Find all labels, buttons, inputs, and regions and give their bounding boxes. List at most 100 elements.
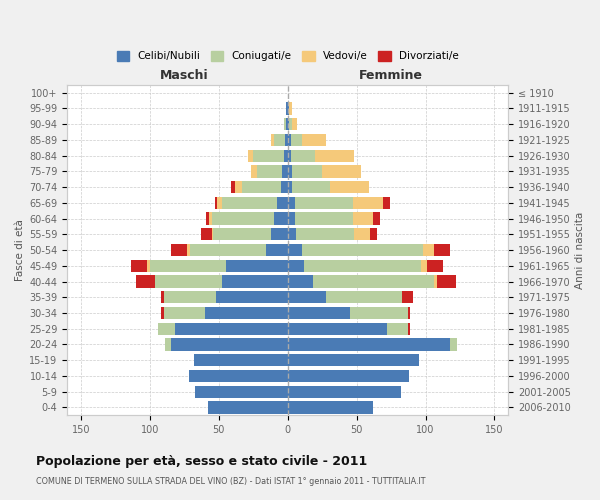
Bar xyxy=(147,260,150,272)
Bar xyxy=(226,260,288,272)
Bar xyxy=(170,338,288,350)
Bar xyxy=(217,196,221,209)
Text: Femmine: Femmine xyxy=(359,68,423,82)
Bar xyxy=(296,228,354,240)
Bar xyxy=(423,244,434,256)
Bar xyxy=(437,276,456,287)
Bar xyxy=(271,228,288,240)
Y-axis label: Anni di nascita: Anni di nascita xyxy=(575,212,585,288)
Bar xyxy=(271,134,274,146)
Bar xyxy=(288,370,409,382)
Bar xyxy=(274,134,285,146)
Bar xyxy=(451,338,457,350)
Bar xyxy=(288,260,304,272)
Bar xyxy=(290,134,302,146)
Bar xyxy=(288,338,451,350)
Bar xyxy=(288,386,401,398)
Bar xyxy=(302,244,423,256)
Bar xyxy=(274,212,288,224)
Bar xyxy=(295,196,353,209)
Bar xyxy=(221,196,277,209)
Bar xyxy=(288,165,292,177)
Bar xyxy=(277,196,288,209)
Bar xyxy=(304,260,421,272)
Bar xyxy=(285,134,288,146)
Bar xyxy=(370,228,377,240)
Bar xyxy=(373,212,380,224)
Bar xyxy=(402,291,413,304)
Bar xyxy=(194,354,288,366)
Bar xyxy=(421,260,427,272)
Bar xyxy=(289,118,292,130)
Bar xyxy=(214,228,271,240)
Bar xyxy=(302,134,326,146)
Bar xyxy=(427,260,443,272)
Bar xyxy=(288,181,292,194)
Bar xyxy=(434,244,451,256)
Legend: Celibi/Nubili, Coniugati/e, Vedovi/e, Divorziati/e: Celibi/Nubili, Coniugati/e, Vedovi/e, Di… xyxy=(113,47,463,66)
Bar xyxy=(209,212,212,224)
Bar xyxy=(407,322,410,335)
Bar xyxy=(353,196,383,209)
Bar xyxy=(288,228,296,240)
Bar xyxy=(196,386,288,398)
Bar xyxy=(201,228,212,240)
Bar xyxy=(170,244,187,256)
Bar xyxy=(212,228,214,240)
Bar xyxy=(205,307,288,319)
Bar xyxy=(161,291,164,304)
Bar xyxy=(266,244,288,256)
Bar xyxy=(288,291,326,304)
Bar xyxy=(286,102,288,115)
Bar xyxy=(434,276,437,287)
Bar xyxy=(158,322,175,335)
Text: Popolazione per età, sesso e stato civile - 2011: Popolazione per età, sesso e stato civil… xyxy=(36,455,367,468)
Bar xyxy=(289,102,292,115)
Bar xyxy=(288,212,295,224)
Bar xyxy=(150,260,226,272)
Bar xyxy=(282,165,288,177)
Bar xyxy=(288,196,295,209)
Bar xyxy=(288,354,419,366)
Bar xyxy=(235,181,242,194)
Bar xyxy=(284,118,286,130)
Bar xyxy=(326,291,402,304)
Bar xyxy=(253,150,284,162)
Bar xyxy=(231,181,235,194)
Bar xyxy=(284,150,288,162)
Bar xyxy=(286,118,288,130)
Bar xyxy=(248,150,253,162)
Bar xyxy=(216,291,288,304)
Bar xyxy=(322,165,361,177)
Bar xyxy=(288,118,289,130)
Bar xyxy=(288,322,387,335)
Bar xyxy=(251,165,257,177)
Bar xyxy=(164,291,216,304)
Bar xyxy=(155,276,221,287)
Bar xyxy=(350,307,407,319)
Bar xyxy=(353,212,373,224)
Bar xyxy=(208,402,288,413)
Bar xyxy=(288,244,302,256)
Bar xyxy=(292,165,322,177)
Bar xyxy=(175,322,288,335)
Bar xyxy=(161,307,164,319)
Bar xyxy=(387,322,407,335)
Bar xyxy=(383,196,390,209)
Bar xyxy=(292,181,331,194)
Bar xyxy=(221,276,288,287)
Bar xyxy=(316,150,354,162)
Bar xyxy=(257,165,282,177)
Text: COMUNE DI TERMENO SULLA STRADA DEL VINO (BZ) - Dati ISTAT 1° gennaio 2011 - TUTT: COMUNE DI TERMENO SULLA STRADA DEL VINO … xyxy=(36,478,425,486)
Bar xyxy=(295,212,353,224)
Bar xyxy=(190,244,266,256)
Bar xyxy=(292,118,298,130)
Bar xyxy=(290,150,316,162)
Y-axis label: Fasce di età: Fasce di età xyxy=(15,219,25,281)
Bar xyxy=(187,244,190,256)
Bar xyxy=(215,196,217,209)
Bar xyxy=(136,276,155,287)
Bar xyxy=(288,276,313,287)
Bar xyxy=(206,212,209,224)
Bar xyxy=(188,370,288,382)
